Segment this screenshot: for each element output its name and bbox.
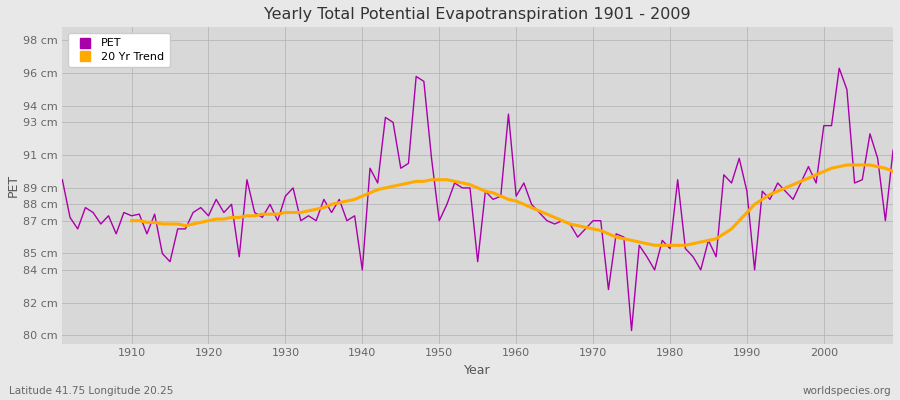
X-axis label: Year: Year	[464, 364, 491, 377]
Text: Latitude 41.75 Longitude 20.25: Latitude 41.75 Longitude 20.25	[9, 386, 174, 396]
Text: worldspecies.org: worldspecies.org	[803, 386, 891, 396]
Title: Yearly Total Potential Evapotranspiration 1901 - 2009: Yearly Total Potential Evapotranspiratio…	[265, 7, 691, 22]
Legend: PET, 20 Yr Trend: PET, 20 Yr Trend	[68, 33, 170, 67]
Y-axis label: PET: PET	[7, 174, 20, 197]
